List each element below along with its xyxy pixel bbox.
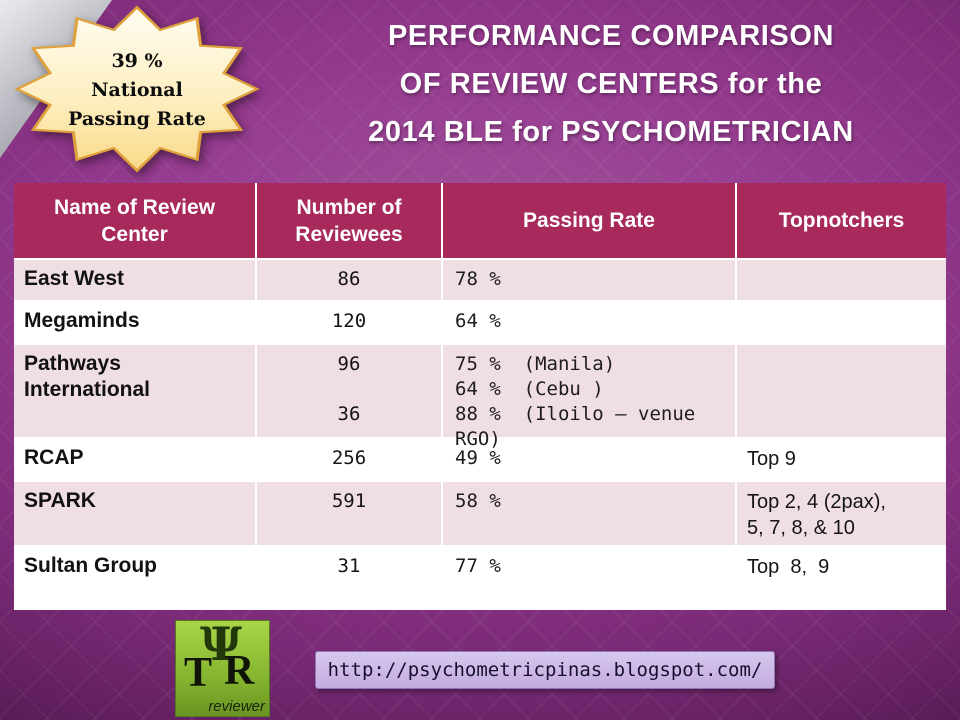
slide-title: PERFORMANCE COMPARISON OF REVIEW CENTERS… — [272, 12, 950, 156]
review-center-name: Sultan Group — [14, 547, 257, 610]
topnotchers: Top 8, 9 — [747, 556, 830, 578]
passing-rate: 64 % — [443, 302, 737, 343]
badge-line3: Passing Rate — [68, 107, 206, 130]
column-header: Topnotchers — [778, 209, 905, 232]
psychometrician-reviewer-logo: Ψ T R reviewer — [175, 620, 270, 717]
title-line-3: 2014 BLE for PSYCHOMETRICIAN — [368, 116, 854, 148]
reviewees-value: 31 — [337, 555, 361, 577]
passing-rate-line: 58 % — [455, 490, 501, 512]
table-header-row: Name of Review Center Number of Reviewees… — [14, 183, 946, 258]
comparison-table: Name of Review Center Number of Reviewees… — [14, 183, 946, 610]
table-row: Pathways International 96 36 75 % (Manila) 6… — [14, 343, 946, 450]
passing-rate: 75 % (Manila) 64 % (Cebu ) 88 % (Iloilo – … — [443, 345, 737, 450]
topnotchers — [737, 345, 946, 437]
table-row: Sultan Group 31 77 % Top 8, 9 — [14, 545, 946, 610]
reviewees-value: 36 — [337, 403, 361, 425]
column-header: Name of Review Center — [14, 183, 257, 258]
passing-rate: 77 % — [443, 547, 737, 610]
logo-caption: reviewer — [208, 698, 265, 715]
badge-rate: 39 % — [111, 49, 163, 72]
table-body: East West 86 78 % Megaminds 120 64 % Pathways … — [14, 258, 946, 610]
topnotchers — [737, 302, 946, 343]
passing-rate-line: 78 % — [455, 268, 501, 290]
table-row: RCAP 256 49 % Top 9 — [14, 437, 946, 480]
table-row: SPARK 591 58 % Top 2, 4 (2pax), 5, 7, 8, & … — [14, 480, 946, 545]
passing-rate-line: 64 % — [455, 310, 501, 332]
badge-line2: National — [91, 78, 183, 101]
passing-rate-line: 77 % — [455, 555, 501, 577]
blog-url-box[interactable]: http://psychometricpinas.blogspot.com/ — [315, 651, 775, 689]
blog-url-text: http://psychometricpinas.blogspot.com/ — [327, 659, 763, 681]
topnotchers — [737, 260, 946, 300]
topnotchers: Top 2, 4 (2pax), 5, 7, 8, & 10 — [747, 491, 886, 539]
review-center-name: RCAP — [14, 439, 257, 480]
reviewees-value: 120 — [331, 310, 367, 332]
title-line-1: PERFORMANCE COMPARISON — [387, 20, 835, 52]
reviewees-value: 86 — [337, 268, 361, 290]
reviewees-value: 256 — [331, 447, 367, 469]
reviewees-count: 120 — [257, 302, 443, 343]
psi-symbol-icon: Ψ — [200, 620, 243, 671]
review-center-name: Pathways International — [14, 345, 257, 437]
passing-rate-line: 64 % (Cebu ) — [455, 378, 604, 400]
title-line-2: OF REVIEW CENTERS for the — [399, 68, 823, 100]
column-header: Passing Rate — [443, 183, 737, 258]
reviewees-value: 591 — [331, 490, 367, 512]
passing-rate: 49 % — [443, 439, 737, 480]
badge-text: 39 % National Passing Rate — [12, 4, 262, 174]
column-header: Number of Reviewees — [257, 183, 443, 258]
passing-rate-line: 88 % (Iloilo – venue RGO) — [455, 403, 707, 450]
reviewees-value: 96 — [337, 353, 361, 375]
passing-rate-line: 49 % — [455, 447, 501, 469]
logo-letter-r: R — [224, 648, 255, 694]
table-row: East West 86 78 % — [14, 258, 946, 300]
topnotchers: Top 9 — [747, 448, 796, 470]
logo-letter-t: T — [184, 650, 213, 696]
reviewees-count: 86 — [257, 260, 443, 300]
review-center-name: SPARK — [14, 482, 257, 545]
reviewees-count: 31 — [257, 547, 443, 610]
national-passing-rate-badge: 39 % National Passing Rate — [12, 4, 262, 174]
reviewees-count: 591 — [257, 482, 443, 545]
passing-rate: 58 % — [443, 482, 737, 545]
review-center-name: East West — [14, 260, 257, 300]
passing-rate: 78 % — [443, 260, 737, 300]
review-center-name: Megaminds — [14, 302, 257, 343]
starburst-icon — [14, 5, 260, 173]
reviewees-count: 96 36 — [257, 345, 443, 437]
table-row: Megaminds 120 64 % — [14, 300, 946, 343]
reviewees-count: 256 — [257, 439, 443, 480]
passing-rate-line: 75 % (Manila) — [455, 353, 616, 375]
